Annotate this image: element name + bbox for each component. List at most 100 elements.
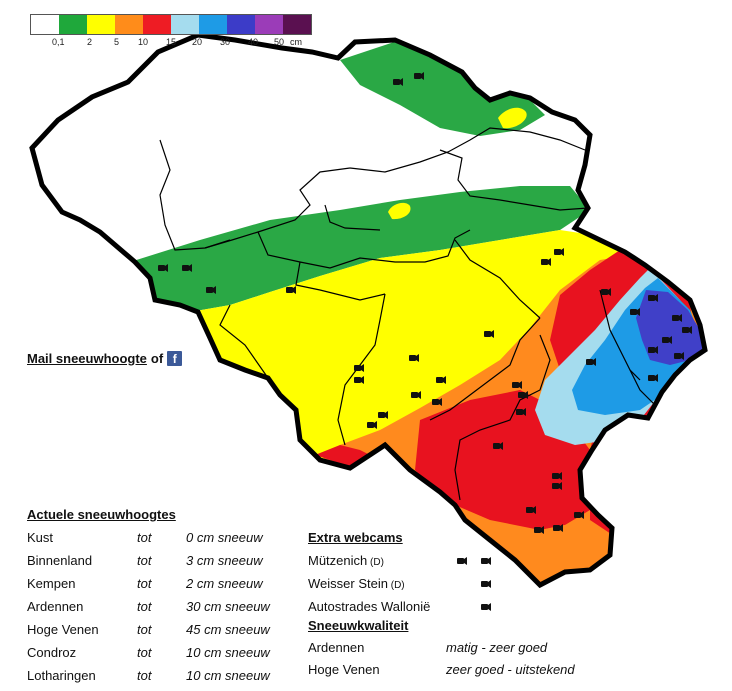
quality-value: matig - zeer goed — [446, 640, 548, 655]
camera-icon[interactable] — [630, 308, 640, 316]
camera-icon[interactable] — [516, 408, 526, 416]
webcam-link[interactable]: Mützenich (D) — [308, 553, 384, 568]
legend-swatch — [87, 15, 115, 34]
depth-tot: tot — [137, 576, 152, 591]
camera-icon[interactable] — [534, 526, 544, 534]
camera-icon[interactable] — [393, 78, 403, 86]
camera-icon[interactable] — [682, 326, 692, 334]
quality-region: Ardennen — [308, 640, 365, 655]
depth-amount: 10 cm sneeuw — [186, 668, 270, 683]
legend-swatch — [255, 15, 283, 34]
depth-region: Lotharingen — [27, 668, 96, 683]
camera-icon[interactable] — [512, 381, 522, 389]
camera-icon[interactable] — [432, 398, 442, 406]
legend-swatch — [199, 15, 227, 34]
camera-icon[interactable] — [493, 442, 503, 450]
camera-icon[interactable] — [648, 346, 658, 354]
depth-amount: 0 cm sneeuw — [186, 530, 263, 545]
webcam-country: (D) — [367, 557, 384, 568]
legend-tick-label: cm — [290, 37, 302, 47]
legend-swatch — [171, 15, 199, 34]
legend-swatch — [31, 15, 59, 34]
camera-icon[interactable] — [436, 376, 446, 384]
camera-icon[interactable] — [518, 391, 528, 399]
zone-yellow-band-spot — [388, 202, 411, 220]
webcam-country: (D) — [387, 580, 405, 591]
camera-icon[interactable] — [552, 482, 562, 490]
camera-icon[interactable] — [354, 364, 364, 372]
depth-tot: tot — [137, 668, 152, 683]
camera-icon[interactable] — [672, 314, 682, 322]
camera-icon[interactable] — [526, 506, 536, 514]
depth-tot: tot — [137, 599, 152, 614]
legend-tick-label: 15 — [166, 37, 177, 47]
depth-amount: 3 cm sneeuw — [186, 553, 263, 568]
zone-dark-blue — [636, 290, 705, 365]
camera-icon[interactable] — [206, 286, 216, 294]
facebook-icon[interactable]: f — [167, 351, 183, 366]
camera-icon[interactable] — [648, 294, 658, 302]
camera-icon[interactable] — [648, 374, 658, 382]
camera-icon[interactable] — [574, 511, 584, 519]
camera-icon[interactable] — [480, 579, 492, 592]
province-borders — [159, 127, 656, 501]
map-legend: 0,1 2 5 10 15 20 30 40 50 cm — [30, 14, 312, 49]
camera-icon[interactable] — [367, 421, 377, 429]
snow-quality-title: Sneeuwkwaliteit — [308, 618, 409, 633]
zone-green-band — [130, 186, 590, 312]
camera-icon[interactable] — [414, 72, 424, 80]
legend-tick-label: 5 — [114, 37, 120, 47]
legend-tick-label: 40 — [248, 37, 259, 47]
depth-region: Hoge Venen — [27, 622, 99, 637]
depth-amount: 30 cm sneeuw — [186, 599, 270, 614]
mail-snow-depth-link[interactable]: Mail sneeuwhoogte of f — [27, 351, 183, 366]
camera-icon[interactable] — [601, 288, 611, 296]
camera-icon[interactable] — [378, 411, 388, 419]
camera-icon[interactable] — [484, 330, 494, 338]
webcam-name[interactable]: Weisser Stein — [308, 576, 388, 591]
legend-swatch — [59, 15, 87, 34]
depth-tot: tot — [137, 622, 152, 637]
depth-amount: 10 cm sneeuw — [186, 645, 270, 660]
quality-row: Hoge Venen zeer goed - uitstekend — [308, 662, 575, 677]
webcam-link[interactable]: Weisser Stein (D) — [308, 576, 405, 591]
depth-region: Condroz — [27, 645, 77, 660]
camera-icon[interactable] — [480, 556, 492, 569]
legend-tick-label: 10 — [138, 37, 149, 47]
zone-yellow-north-spot — [498, 107, 527, 129]
camera-icon[interactable] — [480, 602, 492, 615]
webcam-name[interactable]: Autostrades Wallonië — [308, 599, 431, 614]
camera-icon[interactable] — [158, 264, 168, 272]
camera-icon[interactable] — [541, 258, 551, 266]
camera-icon[interactable] — [554, 248, 564, 256]
camera-icon[interactable] — [553, 524, 563, 532]
camera-icon[interactable] — [286, 286, 296, 294]
depth-region: Kust — [27, 530, 54, 545]
webcam-link[interactable]: Autostrades Wallonië — [308, 599, 430, 614]
legend-swatch — [227, 15, 255, 34]
extra-webcams-title: Extra webcams — [308, 530, 403, 545]
legend-tick-label: 50 — [274, 37, 285, 47]
depth-region: Ardennen — [27, 599, 84, 614]
webcam-markers — [158, 72, 692, 534]
legend-tick-label: 2 — [87, 37, 93, 47]
legend-tick-labels: 0,1 2 5 10 15 20 30 40 50 cm — [30, 35, 312, 49]
camera-icon[interactable] — [552, 472, 562, 480]
quality-region: Hoge Venen — [308, 662, 380, 677]
legend-swatch — [283, 15, 311, 34]
camera-icon[interactable] — [182, 264, 192, 272]
camera-icon[interactable] — [409, 354, 419, 362]
legend-swatch — [115, 15, 143, 34]
camera-icon[interactable] — [411, 391, 421, 399]
camera-icon[interactable] — [456, 556, 468, 569]
camera-icon[interactable] — [354, 376, 364, 384]
camera-icon[interactable] — [662, 336, 672, 344]
mail-link-text[interactable]: Mail sneeuwhoogte — [27, 351, 147, 366]
webcam-name[interactable]: Mützenich — [308, 553, 368, 568]
camera-icon[interactable] — [586, 358, 596, 366]
depth-region: Binnenland — [27, 553, 93, 568]
depth-tot: tot — [137, 645, 152, 660]
depth-amount: 45 cm sneeuw — [186, 622, 270, 637]
camera-icon[interactable] — [674, 352, 684, 360]
